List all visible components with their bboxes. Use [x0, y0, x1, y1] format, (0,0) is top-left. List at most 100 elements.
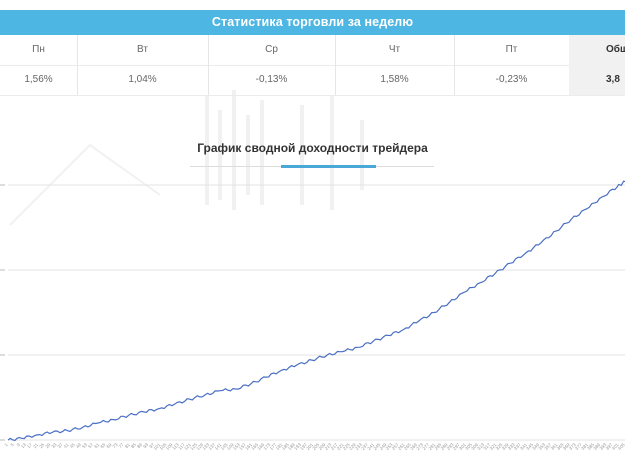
stats-header-total: Общ [569, 35, 625, 65]
x-tick-label: 125 [189, 442, 198, 451]
x-tick-label: 105 [159, 442, 168, 451]
x-tick-label: 293 [446, 442, 455, 451]
x-tick-label: 33 [50, 442, 57, 449]
x-tick-label: 261 [397, 442, 406, 451]
x-tick-label: 85 [130, 442, 137, 449]
x-tick-label: 69 [105, 442, 112, 449]
x-tick-label: 121 [183, 442, 192, 451]
x-tick-label: 21 [32, 442, 39, 449]
stats-values-row: 1,56% 1,04% -0,13% 1,58% -0,23% 3,8 [0, 65, 625, 96]
x-tick-label: 369 [562, 442, 571, 451]
x-tick-label: 393 [599, 442, 608, 451]
x-tick-label: 89 [136, 442, 143, 449]
weekly-stats-title: Статистика торговли за неделю [0, 10, 625, 35]
x-tick-label: 173 [263, 442, 272, 451]
x-tick-label: 61 [93, 442, 100, 449]
x-tick-label: 237 [360, 442, 369, 451]
x-tick-label: 101 [153, 442, 162, 451]
x-tick-label: 205 [311, 442, 320, 451]
x-tick-label: 197 [299, 442, 308, 451]
series-line [7, 180, 625, 442]
x-tick-label: 309 [470, 442, 479, 451]
x-tick-label: 389 [592, 442, 601, 451]
x-tick-label: 397 [605, 442, 614, 451]
stats-value-fri: -0,23% [495, 74, 528, 85]
x-tick-label: 1 [3, 442, 9, 448]
x-tick-label: 109 [165, 442, 174, 451]
x-tick-label: 289 [440, 442, 449, 451]
x-tick-label: 333 [507, 442, 516, 451]
stats-header-thu: Чт [335, 35, 455, 65]
cumulative-return-chart: 1 5 9 13 17 21 25 29 33 37 41 45 49 53 57 61 65 69 73 77 81 8… [0, 180, 625, 451]
x-tick-label: 313 [476, 442, 485, 451]
x-tick-label: 345 [525, 442, 534, 451]
x-tick-label: 269 [409, 442, 418, 451]
x-tick-label: 49 [75, 442, 82, 449]
x-tick-label: 129 [195, 442, 204, 451]
x-tick-label: 17 [26, 442, 33, 449]
x-tick-label: 5 [10, 442, 16, 448]
x-tick-label: 185 [281, 442, 290, 451]
x-tick-label: 221 [336, 442, 345, 451]
x-tick-label: 37 [57, 442, 64, 449]
x-tick-label: 177 [269, 442, 278, 451]
x-tick-label: 281 [427, 442, 436, 451]
x-tick-label: 321 [489, 442, 498, 451]
x-tick-label: 81 [124, 442, 131, 449]
x-tick-label: 93 [142, 442, 149, 449]
x-tick-label: 325 [495, 442, 504, 451]
x-tick-label: 245 [373, 442, 382, 451]
x-tick-label: 165 [250, 442, 259, 451]
stats-value-wed: -0,13% [208, 65, 336, 95]
x-tick-label: 13 [20, 442, 27, 449]
x-tick-label: 97 [148, 442, 155, 449]
chart-title: График сводной доходности трейдера [197, 141, 428, 155]
x-tick-label: 157 [238, 442, 247, 451]
x-tick-label: 233 [354, 442, 363, 451]
x-tick-label: 273 [415, 442, 424, 451]
x-tick-label: 77 [118, 442, 125, 449]
x-tick-label: 213 [324, 442, 333, 451]
x-tick-label: 265 [403, 442, 412, 451]
x-tick-label: 401 [611, 442, 620, 451]
x-tick-label: 297 [452, 442, 461, 451]
x-tick-label: 217 [330, 442, 339, 451]
x-tick-label: 225 [342, 442, 351, 451]
x-tick-label: 189 [287, 442, 296, 451]
x-tick-label: 65 [99, 442, 106, 449]
x-tick-label: 353 [537, 442, 546, 451]
x-tick-label: 253 [385, 442, 394, 451]
x-tick-label: 381 [580, 442, 589, 451]
x-tick-label: 193 [293, 442, 302, 451]
stats-value-total: 3,8 [569, 65, 625, 95]
x-tick-label: 341 [519, 442, 528, 451]
x-tick-label: 241 [366, 442, 375, 451]
x-tick-label: 201 [305, 442, 314, 451]
x-tick-label: 317 [482, 442, 491, 451]
x-tick-label: 73 [112, 442, 119, 449]
x-tick-label: 305 [464, 442, 473, 451]
x-tick-label: 145 [220, 442, 229, 451]
stats-value-mon: 1,56% [0, 65, 78, 95]
x-tick-label: 373 [568, 442, 577, 451]
x-tick-label: 137 [208, 442, 217, 451]
x-tick-label: 229 [348, 442, 357, 451]
x-tick-label: 9 [16, 442, 22, 448]
x-tick-label: 161 [244, 442, 253, 451]
stats-value-tue: 1,04% [77, 65, 209, 95]
x-tick-label: 405 [617, 442, 625, 451]
x-tick-label: 257 [391, 442, 400, 451]
chart-title-accent [281, 165, 376, 168]
x-tick-label: 285 [434, 442, 443, 451]
background-decoration [9, 90, 364, 226]
x-tick-label: 45 [69, 442, 76, 449]
x-tick-label: 53 [81, 442, 88, 449]
x-tick-label: 117 [177, 442, 186, 451]
x-tick-label: 41 [63, 442, 70, 449]
x-tick-label: 301 [458, 442, 467, 451]
x-tick-label: 365 [556, 442, 565, 451]
stats-value-thu: 1,58% [335, 65, 455, 95]
stats-header-fri: Пт [505, 44, 518, 55]
x-tick-label: 277 [421, 442, 430, 451]
stats-header-mon: Пн [0, 35, 78, 65]
